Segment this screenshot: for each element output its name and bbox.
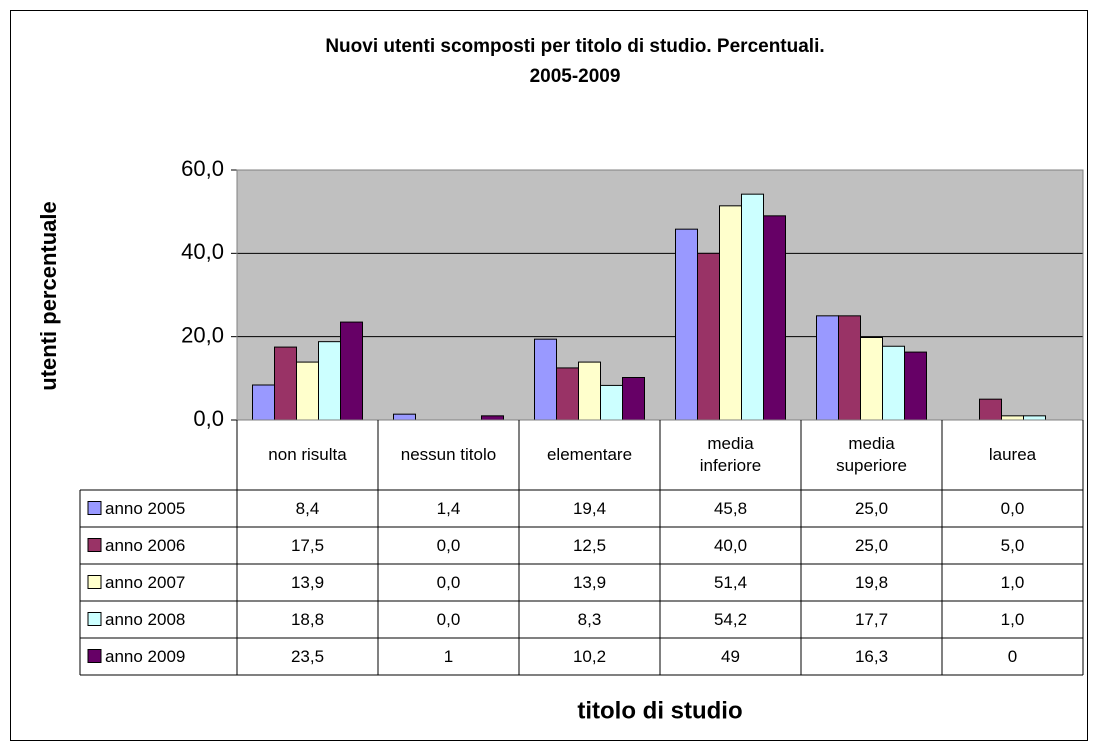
table-value: 1 — [444, 647, 453, 666]
bar — [340, 321, 363, 421]
bar — [578, 361, 601, 421]
bar — [252, 384, 275, 421]
legend-swatch — [87, 538, 102, 552]
table-value: 0,0 — [437, 610, 461, 629]
bar — [556, 367, 579, 421]
table-value: 19,4 — [573, 499, 606, 518]
table-value: 0,0 — [1001, 499, 1025, 518]
x-tick-label: laurea — [988, 445, 1037, 464]
chart-title: Nuovi utenti scomposti per titolo di stu… — [325, 36, 824, 57]
table-value: 54,2 — [714, 610, 747, 629]
x-tick-label: media inferiore — [699, 434, 762, 475]
table-value: 19,8 — [855, 573, 888, 592]
x-tick-label: non risulta — [268, 445, 347, 464]
bar — [318, 341, 341, 421]
legend-swatch — [87, 612, 102, 626]
legend-label: anno 2008 — [105, 610, 185, 629]
plot-area — [237, 170, 1083, 420]
y-axis-label: utenti percentuale — [36, 201, 61, 390]
x-tick-label: nessun titolo — [400, 445, 497, 464]
table-value: 23,5 — [291, 647, 324, 666]
table-value: 13,9 — [291, 573, 324, 592]
bar — [904, 351, 927, 421]
table-value: 8,4 — [296, 499, 320, 518]
legend-label: anno 2006 — [105, 536, 185, 555]
bar — [882, 345, 905, 421]
table-value: 17,7 — [855, 610, 888, 629]
table-value: 1,4 — [437, 499, 461, 518]
bar — [838, 315, 861, 421]
table-value: 25,0 — [855, 499, 888, 518]
table-value: 12,5 — [573, 536, 606, 555]
bar — [622, 377, 645, 421]
table-value: 16,3 — [855, 647, 888, 666]
y-tick-label: 20,0 — [181, 322, 224, 347]
table-value: 0,0 — [437, 536, 461, 555]
table-value: 10,2 — [573, 647, 606, 666]
bar — [719, 205, 742, 421]
bar — [741, 193, 764, 421]
table-value: 49 — [721, 647, 740, 666]
legend-label: anno 2005 — [105, 499, 185, 518]
table-value: 1,0 — [1001, 610, 1025, 629]
table-value: 40,0 — [714, 536, 747, 555]
legend-swatch — [87, 575, 102, 589]
legend-swatch — [87, 649, 102, 663]
y-tick-label: 0,0 — [193, 406, 224, 431]
bar — [816, 315, 839, 421]
table-value: 13,9 — [573, 573, 606, 592]
y-tick-label: 60,0 — [181, 156, 224, 181]
bar — [860, 337, 883, 421]
table-value: 0 — [1008, 647, 1017, 666]
bar — [274, 346, 297, 421]
table-value: 25,0 — [855, 536, 888, 555]
bar — [979, 398, 1002, 421]
bar — [697, 252, 720, 421]
bar — [763, 215, 786, 421]
table-value: 1,0 — [1001, 573, 1025, 592]
legend-label: anno 2007 — [105, 573, 185, 592]
table-value: 17,5 — [291, 536, 324, 555]
x-axis-label: titolo di studio — [577, 697, 742, 724]
bar — [600, 384, 623, 421]
chart-subtitle: 2005-2009 — [530, 66, 621, 87]
table-value: 51,4 — [714, 573, 747, 592]
legend-label: anno 2009 — [105, 647, 185, 666]
bar — [296, 361, 319, 421]
table-value: 18,8 — [291, 610, 324, 629]
table-value: 45,8 — [714, 499, 747, 518]
table-value: 0,0 — [437, 573, 461, 592]
table-value: 5,0 — [1001, 536, 1025, 555]
y-tick-label: 40,0 — [181, 239, 224, 264]
legend-swatch — [87, 501, 102, 515]
x-tick-label: media superiore — [836, 434, 907, 475]
bar — [534, 338, 557, 421]
table-value: 8,3 — [578, 610, 602, 629]
x-tick-label: elementare — [546, 445, 633, 464]
bar — [675, 228, 698, 421]
